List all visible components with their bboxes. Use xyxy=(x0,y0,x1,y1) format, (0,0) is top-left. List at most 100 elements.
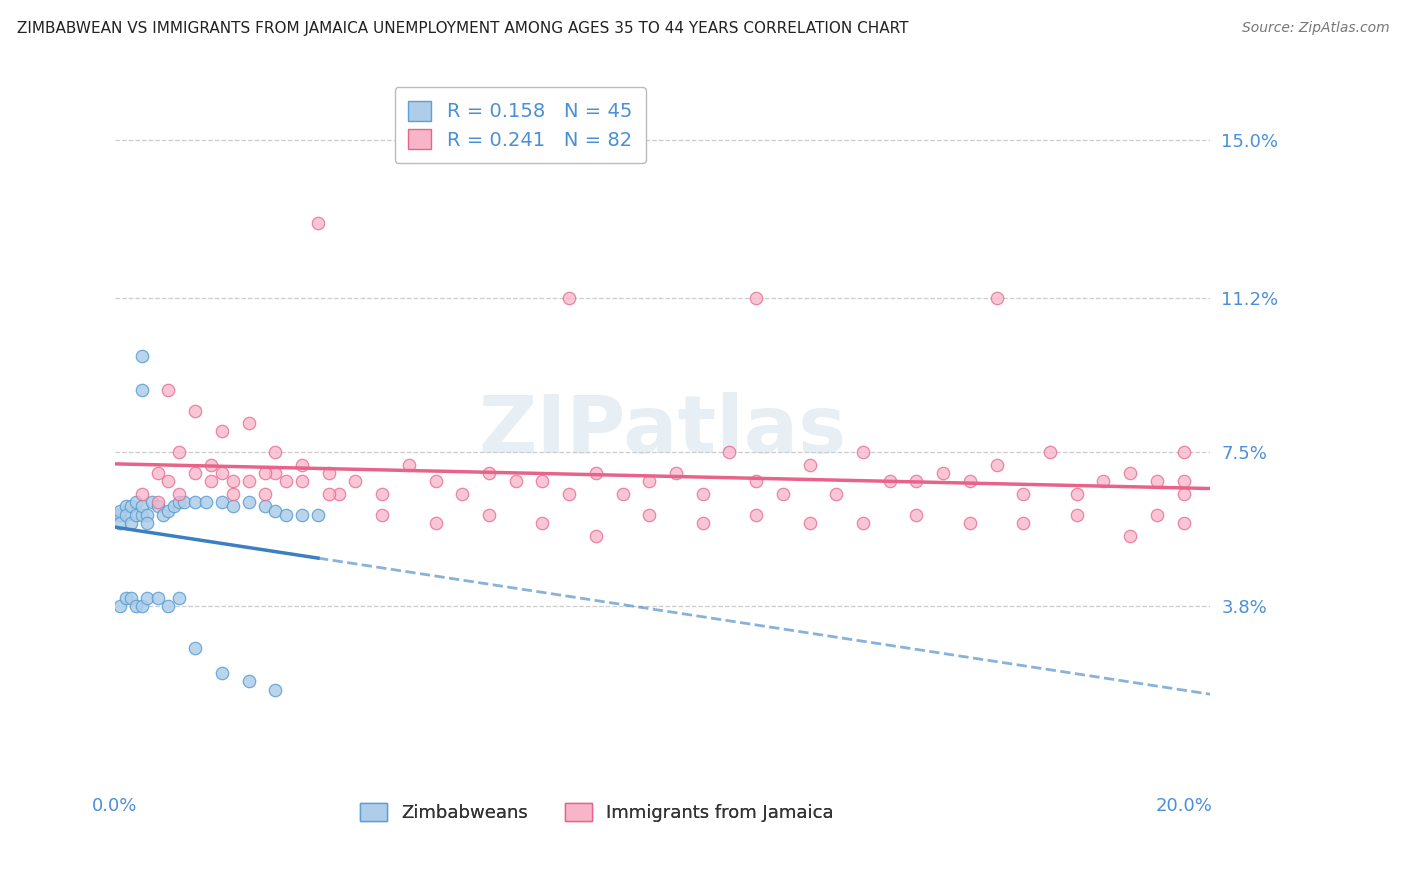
Point xyxy=(184,466,207,480)
Point xyxy=(110,516,132,530)
Point xyxy=(612,487,634,501)
Point xyxy=(852,516,875,530)
Point xyxy=(146,500,169,514)
Point xyxy=(131,350,153,364)
Point xyxy=(692,487,714,501)
Point xyxy=(131,500,153,514)
Point xyxy=(184,495,207,509)
Point xyxy=(131,383,153,397)
Point xyxy=(371,487,394,501)
Point xyxy=(1039,445,1062,459)
Point xyxy=(211,665,233,680)
Point xyxy=(200,458,222,472)
Point xyxy=(157,475,180,489)
Point xyxy=(211,466,233,480)
Point xyxy=(211,425,233,439)
Point xyxy=(211,495,233,509)
Point xyxy=(558,291,581,305)
Point xyxy=(131,599,153,614)
Point xyxy=(114,500,136,514)
Point xyxy=(638,508,661,522)
Point xyxy=(1012,487,1035,501)
Point xyxy=(253,487,276,501)
Point xyxy=(371,508,394,522)
Point xyxy=(799,458,821,472)
Point xyxy=(125,599,148,614)
Point xyxy=(264,466,287,480)
Point xyxy=(1066,487,1088,501)
Point xyxy=(274,508,297,522)
Legend: Zimbabweans, Immigrants from Jamaica: Zimbabweans, Immigrants from Jamaica xyxy=(353,796,841,830)
Point xyxy=(110,599,132,614)
Point xyxy=(120,500,142,514)
Point xyxy=(167,495,190,509)
Point xyxy=(1173,445,1195,459)
Point xyxy=(114,508,136,522)
Point xyxy=(425,475,447,489)
Point xyxy=(238,674,260,689)
Point xyxy=(125,495,148,509)
Point xyxy=(238,475,260,489)
Point xyxy=(173,495,195,509)
Point xyxy=(1012,516,1035,530)
Point xyxy=(505,475,527,489)
Point xyxy=(307,508,329,522)
Point xyxy=(110,503,132,517)
Point xyxy=(157,383,180,397)
Point xyxy=(136,516,159,530)
Point xyxy=(136,591,159,605)
Point xyxy=(451,487,474,501)
Point xyxy=(163,500,186,514)
Point xyxy=(986,291,1008,305)
Point xyxy=(718,445,741,459)
Point xyxy=(307,216,329,230)
Point xyxy=(478,508,501,522)
Point xyxy=(221,500,243,514)
Point xyxy=(146,495,169,509)
Point xyxy=(146,466,169,480)
Point xyxy=(398,458,420,472)
Point xyxy=(157,599,180,614)
Point xyxy=(194,495,217,509)
Point xyxy=(852,445,875,459)
Point xyxy=(959,475,981,489)
Point xyxy=(745,291,768,305)
Point xyxy=(638,475,661,489)
Point xyxy=(772,487,794,501)
Point xyxy=(959,516,981,530)
Point xyxy=(120,591,142,605)
Point xyxy=(558,487,581,501)
Point xyxy=(221,475,243,489)
Point xyxy=(879,475,901,489)
Point xyxy=(1066,508,1088,522)
Point xyxy=(344,475,367,489)
Point xyxy=(986,458,1008,472)
Point xyxy=(531,475,554,489)
Point xyxy=(478,466,501,480)
Point xyxy=(825,487,848,501)
Point xyxy=(745,508,768,522)
Point xyxy=(125,508,148,522)
Point xyxy=(425,516,447,530)
Point xyxy=(531,516,554,530)
Point xyxy=(238,495,260,509)
Point xyxy=(1173,475,1195,489)
Point xyxy=(131,508,153,522)
Point xyxy=(152,508,174,522)
Text: ZIMBABWEAN VS IMMIGRANTS FROM JAMAICA UNEMPLOYMENT AMONG AGES 35 TO 44 YEARS COR: ZIMBABWEAN VS IMMIGRANTS FROM JAMAICA UN… xyxy=(17,21,908,36)
Point xyxy=(200,475,222,489)
Point xyxy=(253,466,276,480)
Point xyxy=(799,516,821,530)
Point xyxy=(264,503,287,517)
Point xyxy=(141,495,163,509)
Text: ZIPatlas: ZIPatlas xyxy=(478,392,846,470)
Point xyxy=(905,508,928,522)
Point xyxy=(253,500,276,514)
Point xyxy=(291,458,314,472)
Point xyxy=(1173,516,1195,530)
Point xyxy=(318,487,340,501)
Point xyxy=(585,466,607,480)
Point xyxy=(905,475,928,489)
Point xyxy=(1092,475,1115,489)
Point xyxy=(1119,466,1142,480)
